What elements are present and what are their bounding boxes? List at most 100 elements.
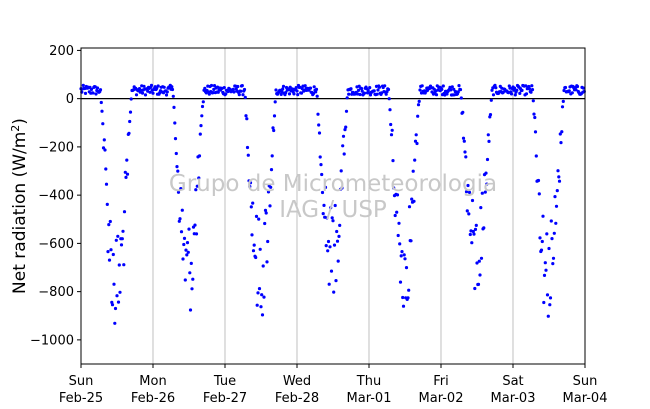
- data-point: [184, 248, 188, 252]
- data-point: [413, 139, 418, 143]
- data-point: [333, 203, 337, 208]
- data-point: [148, 90, 152, 94]
- data-point: [358, 92, 362, 97]
- data-point: [300, 87, 304, 91]
- data-point: [533, 115, 537, 120]
- y-axis-title: Net radiation (W/m2): [9, 118, 31, 294]
- data-point: [203, 86, 207, 90]
- data-point: [402, 253, 406, 257]
- data-point: [259, 305, 263, 309]
- data-point: [245, 117, 249, 121]
- data-point: [95, 86, 100, 90]
- data-point: [212, 84, 217, 88]
- data-point: [266, 239, 270, 244]
- data-point: [461, 136, 466, 140]
- data-point: [395, 193, 400, 197]
- data-point: [559, 141, 563, 145]
- data-point: [368, 86, 372, 90]
- data-point: [464, 155, 468, 159]
- data-point: [527, 87, 532, 91]
- data-point: [257, 287, 262, 291]
- data-point: [239, 89, 243, 93]
- data-point: [251, 249, 256, 253]
- data-point: [344, 109, 349, 113]
- data-point: [315, 94, 319, 98]
- data-point: [327, 282, 331, 286]
- data-point: [127, 131, 131, 135]
- data-point: [271, 126, 275, 130]
- data-point: [193, 223, 197, 227]
- data-point: [91, 91, 95, 95]
- data-point: [318, 155, 322, 159]
- data-point: [134, 93, 139, 97]
- data-point: [536, 178, 541, 183]
- data-point: [484, 171, 488, 175]
- data-point: [177, 219, 181, 223]
- data-point: [461, 110, 465, 114]
- data-point: [197, 154, 202, 158]
- y-tick-label: −600: [38, 237, 74, 252]
- data-point: [518, 91, 522, 95]
- data-point: [494, 86, 498, 90]
- data-point: [479, 256, 484, 260]
- data-point: [464, 190, 469, 194]
- data-point: [539, 248, 544, 252]
- data-point: [325, 216, 329, 220]
- data-point: [188, 308, 193, 312]
- data-point: [89, 87, 94, 91]
- data-point: [303, 84, 307, 88]
- data-point: [342, 152, 346, 156]
- data-point: [317, 131, 322, 135]
- data-point: [445, 92, 449, 96]
- data-point: [345, 96, 349, 100]
- x-tick-label-date: Mar-02: [419, 391, 464, 406]
- data-point: [416, 103, 421, 107]
- data-point: [482, 226, 486, 230]
- data-point: [473, 227, 478, 231]
- data-point: [100, 109, 104, 113]
- data-point: [558, 132, 562, 136]
- data-point: [478, 273, 482, 277]
- data-point: [524, 84, 528, 88]
- y-tick-label: 200: [49, 44, 74, 59]
- data-point: [164, 93, 169, 97]
- data-point: [477, 259, 481, 263]
- x-axis: Sun Feb-25 Mon Feb-26 Tue Feb-27 Wed Feb-28 Thu M…: [59, 364, 608, 406]
- data-point: [241, 93, 245, 97]
- data-point: [274, 88, 278, 92]
- data-point: [183, 278, 187, 282]
- data-point: [317, 123, 321, 127]
- data-point: [398, 280, 403, 284]
- data-point: [109, 248, 113, 252]
- data-point: [406, 296, 410, 300]
- data-point: [339, 169, 343, 173]
- data-point: [120, 237, 124, 241]
- data-point: [414, 133, 418, 137]
- data-point: [349, 87, 353, 91]
- data-point: [116, 300, 121, 304]
- data-point: [467, 212, 471, 216]
- data-point: [473, 286, 477, 291]
- x-tick-label-day: Mon: [139, 374, 166, 389]
- data-point: [151, 91, 155, 95]
- data-point: [174, 151, 178, 156]
- data-point: [262, 295, 266, 299]
- x-tick-label-date: Feb-26: [131, 391, 175, 406]
- data-point: [472, 232, 476, 236]
- data-point: [554, 204, 559, 208]
- data-point: [320, 172, 324, 177]
- data-point: [171, 94, 175, 98]
- data-point: [560, 130, 564, 134]
- data-point: [162, 85, 166, 89]
- data-point: [122, 263, 126, 267]
- data-point: [389, 122, 393, 127]
- data-point: [104, 182, 109, 186]
- data-point: [269, 185, 273, 189]
- data-point: [251, 201, 255, 205]
- data-point: [396, 233, 400, 238]
- x-tick-label-date: Mar-04: [563, 391, 608, 406]
- data-point: [83, 91, 88, 95]
- data-point: [292, 92, 296, 96]
- data-point: [452, 87, 456, 91]
- data-point: [191, 277, 195, 281]
